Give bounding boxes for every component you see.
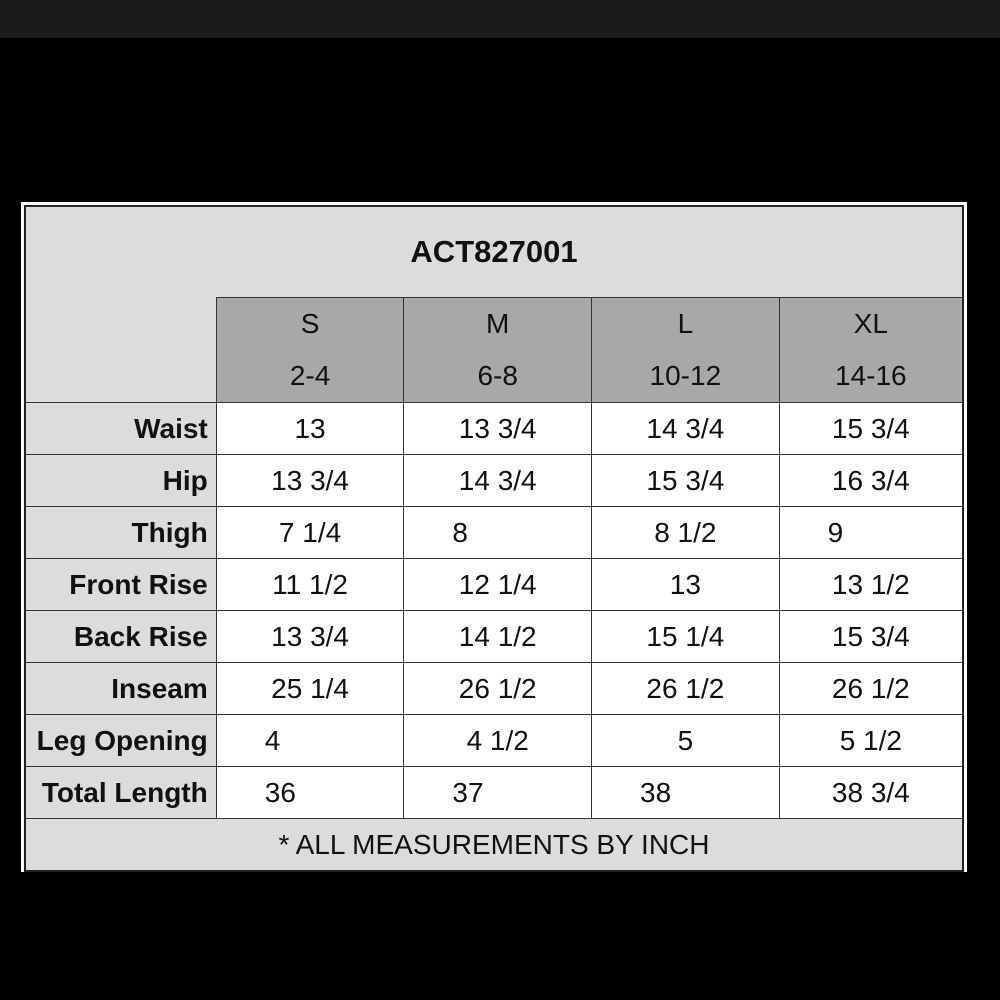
table-row: Total Length 36 37 38 38 3/4 bbox=[24, 766, 964, 819]
measurement-cell: 5 1/2 bbox=[778, 714, 964, 767]
size-header: M 6-8 bbox=[403, 297, 593, 403]
footnote: * ALL MEASUREMENTS BY INCH bbox=[24, 818, 964, 872]
measurement-cell: 7 1/4 bbox=[215, 506, 405, 559]
row-label: Thigh bbox=[24, 506, 217, 559]
table-row: Thigh 7 1/4 8 8 1/2 9 bbox=[24, 506, 964, 559]
size-table: ACT827001 S 2-4 M 6-8 L 10-12 XL 14-16 Waist… bbox=[24, 205, 964, 872]
table-row: Back Rise 13 3/4 14 1/2 15 1/4 15 3/4 bbox=[24, 610, 964, 663]
measurement-cell: 26 1/2 bbox=[591, 662, 780, 715]
table-row: Inseam 25 1/4 26 1/2 26 1/2 26 1/2 bbox=[24, 662, 964, 715]
row-label: Total Length bbox=[24, 766, 217, 819]
measurement-cell: 4 bbox=[215, 714, 405, 767]
measurement-cell: 16 3/4 bbox=[778, 454, 964, 507]
size-label: L bbox=[677, 308, 694, 339]
measurement-cell: 13 3/4 bbox=[403, 402, 593, 455]
measurement-cell: 12 1/4 bbox=[403, 558, 593, 611]
size-label: XL bbox=[853, 308, 888, 339]
row-label: Hip bbox=[24, 454, 217, 507]
measurement-cell: 14 1/2 bbox=[403, 610, 593, 663]
measurement-cell: 26 1/2 bbox=[778, 662, 964, 715]
measurement-cell: 13 bbox=[215, 402, 405, 455]
table-row: Leg Opening 4 4 1/2 5 5 1/2 bbox=[24, 714, 964, 767]
row-label: Front Rise bbox=[24, 558, 217, 611]
size-header: XL 14-16 bbox=[778, 297, 964, 403]
size-range: 10-12 bbox=[649, 360, 722, 391]
measurement-cell: 15 3/4 bbox=[778, 402, 964, 455]
top-bar bbox=[0, 0, 1000, 38]
measurement-cell: 15 1/4 bbox=[591, 610, 780, 663]
table-row: Hip 13 3/4 14 3/4 15 3/4 16 3/4 bbox=[24, 454, 964, 507]
chart-title: ACT827001 bbox=[24, 205, 964, 298]
measurement-cell: 9 bbox=[778, 506, 964, 559]
measurement-cell: 15 3/4 bbox=[778, 610, 964, 663]
size-label: M bbox=[486, 308, 510, 339]
row-label: Back Rise bbox=[24, 610, 217, 663]
size-range: 2-4 bbox=[289, 360, 331, 391]
header-corner bbox=[24, 297, 217, 403]
footnote-row: * ALL MEASUREMENTS BY INCH bbox=[24, 818, 964, 872]
measurement-cell: 38 3/4 bbox=[778, 766, 964, 819]
header-row: S 2-4 M 6-8 L 10-12 XL 14-16 bbox=[24, 297, 964, 403]
measurement-cell: 8 bbox=[403, 506, 593, 559]
measurement-cell: 14 3/4 bbox=[591, 402, 780, 455]
size-label: S bbox=[300, 308, 320, 339]
table-row: Waist 13 13 3/4 14 3/4 15 3/4 bbox=[24, 402, 964, 455]
size-range: 14-16 bbox=[835, 360, 907, 391]
measurement-cell: 36 bbox=[215, 766, 405, 819]
row-label: Inseam bbox=[24, 662, 217, 715]
measurement-cell: 37 bbox=[403, 766, 593, 819]
row-label: Leg Opening bbox=[24, 714, 217, 767]
measurement-cell: 13 3/4 bbox=[215, 610, 405, 663]
title-row: ACT827001 bbox=[24, 205, 964, 298]
size-header: L 10-12 bbox=[591, 297, 780, 403]
measurement-cell: 11 1/2 bbox=[215, 558, 405, 611]
measurement-cell: 25 1/4 bbox=[215, 662, 405, 715]
measurement-cell: 8 1/2 bbox=[591, 506, 780, 559]
measurement-cell: 38 bbox=[591, 766, 780, 819]
measurement-cell: 15 3/4 bbox=[591, 454, 780, 507]
size-header: S 2-4 bbox=[215, 297, 405, 403]
measurement-cell: 26 1/2 bbox=[403, 662, 593, 715]
measurement-cell: 13 bbox=[591, 558, 780, 611]
measurement-cell: 13 1/2 bbox=[778, 558, 964, 611]
measurement-cell: 13 3/4 bbox=[215, 454, 405, 507]
measurement-cell: 14 3/4 bbox=[403, 454, 593, 507]
size-chart: ACT827001 S 2-4 M 6-8 L 10-12 XL 14-16 Waist… bbox=[21, 202, 967, 872]
table-row: Front Rise 11 1/2 12 1/4 13 13 1/2 bbox=[24, 558, 964, 611]
measurement-cell: 4 1/2 bbox=[403, 714, 593, 767]
size-range: 6-8 bbox=[477, 360, 518, 391]
measurement-cell: 5 bbox=[591, 714, 780, 767]
row-label: Waist bbox=[24, 402, 217, 455]
